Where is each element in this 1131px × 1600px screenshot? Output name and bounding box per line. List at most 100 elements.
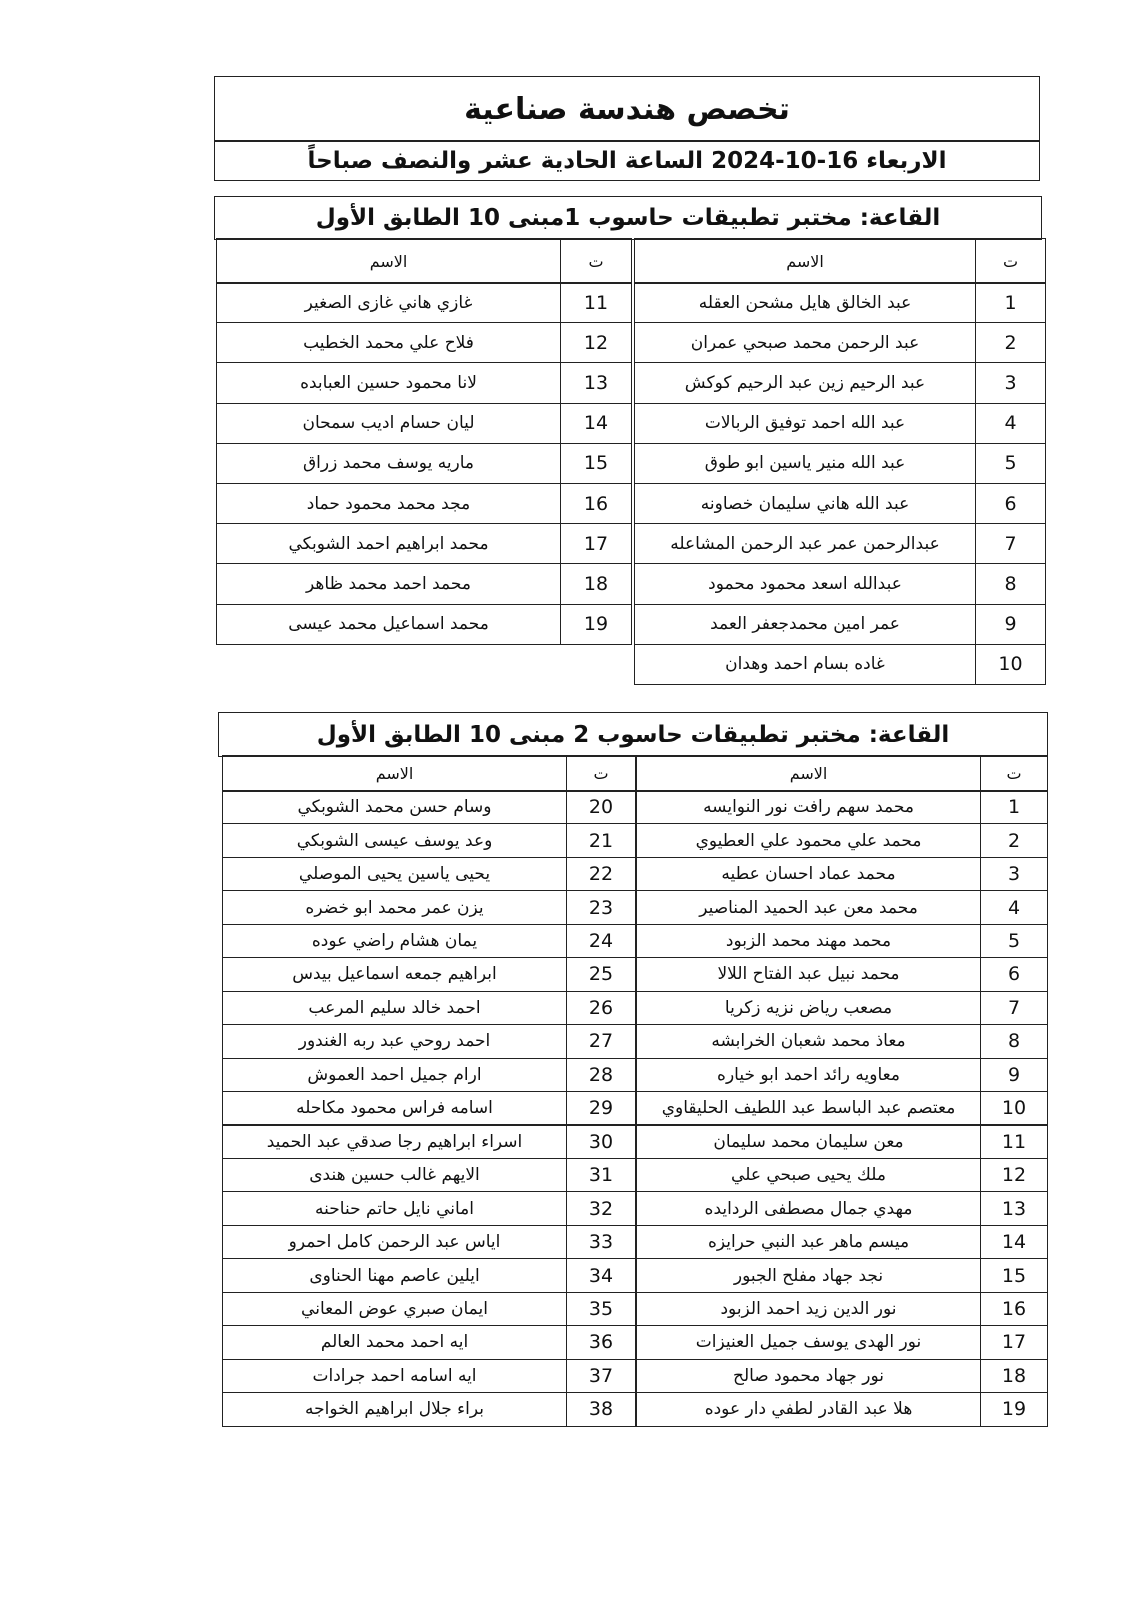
hall-title: القاعة: مختبر تطبيقات حاسوب 1مبنى 10 الط… xyxy=(214,196,1042,240)
row-number: 11 xyxy=(980,1124,1048,1159)
student-name: محمد ابراهيم احمد الشوبكي xyxy=(216,523,561,565)
row-number: 24 xyxy=(566,923,636,959)
student-name: ليان حسام اديب سمحان xyxy=(216,402,561,444)
student-name: غازي هاني غازى الصغير xyxy=(216,282,561,324)
row-number: 15 xyxy=(560,442,632,484)
student-name: عبد الرحمن محمد صبحي عمران xyxy=(634,322,976,364)
row-number: 5 xyxy=(975,442,1046,484)
row-number: 2 xyxy=(975,322,1046,364)
row-number: 22 xyxy=(566,856,636,892)
row-number: 17 xyxy=(980,1325,1048,1360)
row-number: 18 xyxy=(560,563,632,605)
student-name: احمد خالد سليم المرعب xyxy=(222,990,567,1026)
row-number: 10 xyxy=(980,1091,1048,1126)
student-name: عبد الله هاني سليمان خصاونه xyxy=(634,483,976,525)
student-name: اسراء ابراهيم رجا صدقي عبد الحميد xyxy=(222,1124,567,1159)
row-number: 1 xyxy=(975,282,1046,324)
row-number: 9 xyxy=(975,603,1046,645)
student-name: ارام جميل احمد العموش xyxy=(222,1057,567,1093)
student-name: محمد معن عبد الحميد المناصير xyxy=(636,890,981,925)
row-number: 20 xyxy=(566,790,636,825)
student-name: ايه اسامه احمد جرادات xyxy=(222,1358,567,1394)
row-number: 10 xyxy=(975,643,1046,685)
column-header: ت xyxy=(566,755,636,792)
student-name: يزن عمر محمد ابو خضره xyxy=(222,890,567,925)
student-name: محمد علي محمود علي العطيوي xyxy=(636,823,981,858)
column-header: ت xyxy=(980,755,1048,792)
row-number: 16 xyxy=(980,1291,1048,1327)
row-number: 37 xyxy=(566,1358,636,1394)
document-subtitle: الاربعاء 16-10-2024 الساعة الحادية عشر و… xyxy=(214,140,1040,181)
student-name: عبد الخالق هايل مشحن العقله xyxy=(634,282,976,324)
student-name: وسام حسن محمد الشوبكي xyxy=(222,790,567,825)
row-number: 15 xyxy=(980,1258,1048,1293)
row-number: 16 xyxy=(560,483,632,525)
student-name: معاذ محمد شعبان الخرابشه xyxy=(636,1024,981,1059)
row-number: 3 xyxy=(980,856,1048,892)
row-number: 4 xyxy=(975,402,1046,444)
student-name: عبد الله احمد توفيق الربالات xyxy=(634,402,976,444)
student-name: يحيى ياسين يحيى الموصلي xyxy=(222,856,567,892)
row-number: 14 xyxy=(560,402,632,444)
student-name: مهدي جمال مصطفى الردايده xyxy=(636,1191,981,1226)
row-number: 13 xyxy=(980,1191,1048,1226)
row-number: 19 xyxy=(560,603,632,645)
student-name: ملك يحيى صبحي علي xyxy=(636,1157,981,1193)
row-number: 12 xyxy=(560,322,632,364)
row-number: 2 xyxy=(980,823,1048,858)
column-header: الاسم xyxy=(222,755,567,792)
row-number: 6 xyxy=(975,483,1046,525)
row-number: 23 xyxy=(566,890,636,925)
column-header: ت xyxy=(560,238,632,284)
student-name: محمد نبيل عبد الفتاح اللالا xyxy=(636,957,981,992)
row-number: 30 xyxy=(566,1124,636,1159)
row-number: 6 xyxy=(980,957,1048,992)
student-name: نور جهاد محمود صالح xyxy=(636,1358,981,1394)
row-number: 28 xyxy=(566,1057,636,1093)
row-number: 7 xyxy=(980,990,1048,1026)
row-number: 4 xyxy=(980,890,1048,925)
row-number: 11 xyxy=(560,282,632,324)
row-number: 1 xyxy=(980,790,1048,825)
student-name: براء جلال ابراهيم الخواجه xyxy=(222,1392,567,1427)
row-number: 33 xyxy=(566,1224,636,1260)
student-name: الايهم غالب حسين هندى xyxy=(222,1157,567,1193)
column-header: الاسم xyxy=(634,238,976,284)
student-name: وعد يوسف عيسى الشوبكي xyxy=(222,823,567,858)
row-number: 18 xyxy=(980,1358,1048,1394)
student-name: عبدالله اسعد محمود محمود xyxy=(634,563,976,605)
row-number: 29 xyxy=(566,1091,636,1126)
row-number: 8 xyxy=(980,1024,1048,1059)
student-name: اماني نايل حاتم حناحنه xyxy=(222,1191,567,1226)
student-name: معاويه رائد احمد ابو خياره xyxy=(636,1057,981,1093)
column-header: ت xyxy=(975,238,1046,284)
column-header: الاسم xyxy=(636,755,981,792)
row-number: 21 xyxy=(566,823,636,858)
row-number: 27 xyxy=(566,1024,636,1059)
student-name: نور الهدى يوسف جميل العنيزات xyxy=(636,1325,981,1360)
student-name: محمد مهند محمد الزبود xyxy=(636,923,981,959)
student-name: فلاح علي محمد الخطيب xyxy=(216,322,561,364)
column-header: الاسم xyxy=(216,238,561,284)
row-number: 17 xyxy=(560,523,632,565)
student-name: محمد اسماعيل محمد عيسى xyxy=(216,603,561,645)
row-number: 38 xyxy=(566,1392,636,1427)
student-name: مصعب رياض نزيه زكريا xyxy=(636,990,981,1026)
student-name: مجد محمد محمود حماد xyxy=(216,483,561,525)
student-name: عبد الرحيم زين عبد الرحيم كوكش xyxy=(634,362,976,404)
student-name: ايه احمد محمد العالم xyxy=(222,1325,567,1360)
student-name: ايمان صبري عوض المعاني xyxy=(222,1291,567,1327)
row-number: 13 xyxy=(560,362,632,404)
student-name: عبدالرحمن عمر عبد الرحمن المشاعله xyxy=(634,523,976,565)
row-number: 26 xyxy=(566,990,636,1026)
student-name: معن سليمان محمد سليمان xyxy=(636,1124,981,1159)
row-number: 35 xyxy=(566,1291,636,1327)
hall-title: القاعة: مختبر تطبيقات حاسوب 2 مبنى 10 ال… xyxy=(218,712,1048,757)
row-number: 12 xyxy=(980,1157,1048,1193)
row-number: 36 xyxy=(566,1325,636,1360)
student-name: معتصم عبد الباسط عبد اللطيف الحليقاوي xyxy=(636,1091,981,1126)
row-number: 9 xyxy=(980,1057,1048,1093)
row-number: 19 xyxy=(980,1392,1048,1427)
row-number: 31 xyxy=(566,1157,636,1193)
